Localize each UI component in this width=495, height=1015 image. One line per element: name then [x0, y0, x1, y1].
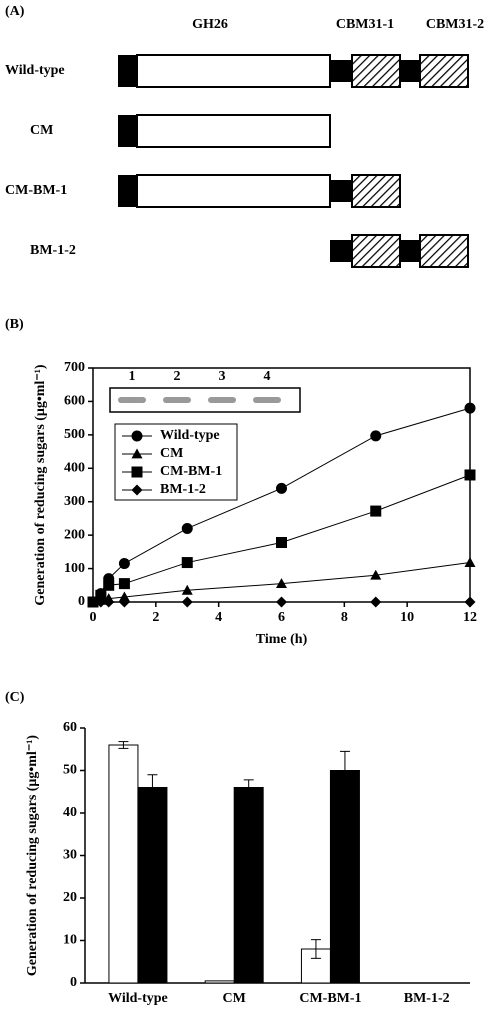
legend-marker	[131, 430, 143, 442]
y-tick-label: 100	[64, 561, 85, 576]
marker	[464, 469, 476, 481]
lane-label: 1	[129, 369, 136, 384]
y-tick-label: 10	[63, 933, 77, 948]
y-tick-label: 20	[63, 890, 77, 905]
y-tick-label: 600	[64, 394, 85, 409]
y-tick-label: 300	[64, 494, 85, 509]
panel-label: (B)	[5, 317, 24, 332]
gel-band	[253, 397, 281, 403]
construct-wild-type	[118, 54, 469, 88]
x-tick-label: 12	[463, 610, 477, 625]
x-tick-label: CM-BM-1	[299, 991, 361, 1006]
marker	[118, 578, 130, 590]
marker	[370, 430, 382, 442]
lane-label: 3	[219, 369, 226, 384]
construct-bm-1-2	[330, 234, 469, 268]
y-tick-label: 700	[64, 360, 85, 375]
x-tick-label: 2	[152, 610, 159, 625]
bar	[137, 787, 168, 984]
error-bar	[147, 774, 158, 801]
marker	[464, 402, 476, 414]
marker	[276, 536, 287, 548]
legend-label: CM-BM-1	[160, 464, 222, 479]
marker	[95, 596, 107, 608]
construct-label: BM-1-2	[30, 243, 76, 258]
y-tick-label: 500	[64, 427, 85, 442]
legend-label: Wild-type	[160, 428, 220, 443]
x-tick-label: 6	[278, 610, 285, 625]
x-tick-label: 10	[400, 610, 414, 625]
x-axis-label: Time (h)	[256, 632, 308, 647]
y-tick-label: 400	[64, 461, 85, 476]
marker	[276, 578, 287, 589]
error-bar	[118, 741, 129, 749]
panel-label: (C)	[5, 690, 25, 705]
y-axis-label: Generation of reducing sugars (μg•ml⁻¹)	[33, 364, 48, 605]
domain-label: CBM31-2	[426, 17, 484, 32]
construct-label: CM	[30, 123, 53, 138]
y-tick-label: 40	[63, 805, 77, 820]
marker	[370, 569, 382, 580]
legend-label: CM	[160, 446, 183, 461]
bar	[329, 770, 360, 984]
marker	[118, 591, 130, 602]
marker	[118, 596, 130, 608]
construct-cm-bm-1	[118, 174, 401, 208]
bar	[233, 787, 264, 984]
x-tick-label: CM	[223, 991, 246, 1006]
gel-band	[163, 397, 191, 403]
marker	[103, 596, 115, 608]
x-tick-label: BM-1-2	[404, 991, 450, 1006]
construct-label: CM-BM-1	[5, 183, 67, 198]
error-bar	[243, 779, 254, 796]
marker	[370, 505, 382, 517]
construct-label: Wild-type	[5, 63, 65, 78]
error-bar	[339, 750, 350, 791]
x-tick-label: 0	[90, 610, 97, 625]
marker	[370, 596, 382, 608]
y-tick-label: 30	[63, 848, 77, 863]
marker	[464, 596, 476, 608]
y-axis-label: Generation of reducing sugars (μg•ml⁻¹)	[25, 735, 40, 976]
construct-cm	[118, 114, 331, 148]
y-tick-label: 200	[64, 527, 85, 542]
y-tick-label: 60	[63, 720, 77, 735]
legend-label: BM-1-2	[160, 482, 206, 497]
domain-label: CBM31-1	[336, 17, 394, 32]
domain-label: GH26	[192, 17, 228, 32]
x-tick-label: Wild-type	[108, 991, 168, 1006]
marker	[181, 584, 193, 595]
y-tick-label: 50	[63, 763, 77, 778]
y-tick-label: 0	[78, 594, 85, 609]
marker	[87, 596, 99, 608]
marker	[95, 589, 107, 601]
bar	[204, 980, 235, 984]
marker	[464, 557, 476, 567]
lane-label: 4	[264, 369, 271, 384]
marker	[181, 557, 193, 569]
marker	[276, 596, 287, 608]
gel-band	[118, 397, 146, 403]
legend-marker	[131, 484, 143, 496]
bar	[108, 744, 139, 984]
marker	[118, 558, 130, 570]
gel-band	[208, 397, 236, 403]
legend-marker	[131, 448, 143, 459]
marker	[103, 579, 115, 591]
error-bar	[310, 939, 321, 959]
lane-label: 2	[174, 369, 181, 384]
marker	[181, 596, 193, 608]
gel-inset: 1 2 3 4	[109, 369, 301, 413]
legend-marker	[131, 466, 143, 478]
panel-label: (A)	[5, 4, 25, 19]
y-tick-label: 0	[70, 975, 77, 990]
x-tick-label: 4	[215, 610, 222, 625]
marker	[181, 522, 193, 534]
marker	[276, 482, 287, 494]
x-tick-label: 8	[341, 610, 348, 625]
